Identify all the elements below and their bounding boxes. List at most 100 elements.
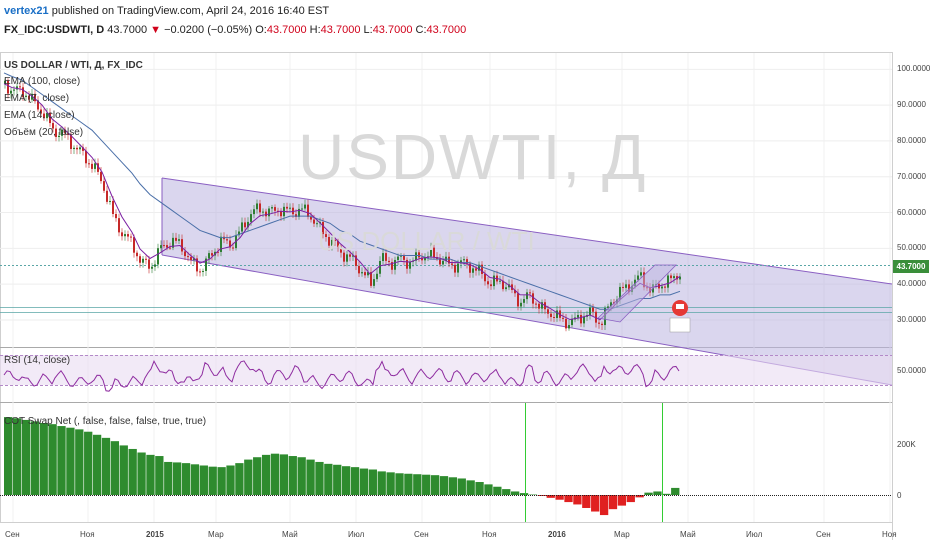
candle-body — [13, 89, 15, 91]
candle-body — [121, 232, 123, 237]
candle-body — [400, 255, 402, 257]
cot-bar — [395, 473, 404, 495]
cot-bar — [653, 491, 662, 495]
cot-bar — [511, 491, 520, 495]
rising-channel[interactable] — [597, 264, 677, 323]
cot-bar — [413, 474, 422, 495]
cot-bar — [350, 467, 360, 495]
candle-body — [565, 318, 567, 329]
candle-body — [415, 252, 417, 261]
author-link[interactable]: vertex21 — [4, 5, 49, 17]
candle-body — [640, 272, 642, 276]
cot-bar — [599, 495, 609, 516]
price-tick-5: 50.0000 — [897, 243, 926, 253]
candle-body — [379, 261, 381, 274]
cot-bar — [137, 452, 146, 495]
cot-bar — [546, 495, 555, 498]
candle-body — [346, 254, 348, 262]
candle-body — [472, 268, 474, 273]
legend-title[interactable]: US DOLLAR / WTI, Д, FX_IDC — [4, 60, 143, 71]
candle-body — [208, 253, 210, 259]
ema-7-line[interactable] — [3, 83, 681, 321]
candle-body — [115, 213, 117, 219]
cot-bar — [386, 472, 395, 495]
candle-body — [541, 302, 543, 309]
candle-body — [538, 303, 540, 309]
cot-bar — [261, 454, 271, 495]
candle-body — [211, 253, 213, 256]
candle-body — [19, 86, 21, 88]
candle-body — [487, 281, 489, 285]
candle-body — [184, 251, 186, 257]
candle-body — [58, 135, 60, 138]
descending-channel[interactable] — [162, 178, 892, 385]
low-value: 43.7000 — [372, 24, 413, 36]
rsi-line[interactable] — [3, 359, 680, 392]
legend-ema7[interactable]: EMA (7, close) — [4, 93, 70, 104]
candle-body — [262, 211, 264, 213]
candle-body — [460, 260, 462, 264]
candle-body — [169, 247, 171, 249]
candle-body — [547, 309, 549, 314]
legend-ema100[interactable]: EMA (100, close) — [4, 76, 81, 87]
candle-body — [301, 208, 303, 210]
price-tick-6: 40.0000 — [897, 279, 926, 289]
candle-body — [607, 306, 609, 308]
candle-body — [478, 264, 480, 271]
candle-body — [103, 181, 105, 191]
price-change: −0.0200 (−0.05%) — [164, 24, 253, 36]
cot-bar — [297, 457, 306, 495]
cot-bar — [635, 495, 644, 498]
candle-body — [442, 260, 444, 265]
cot-bar — [359, 468, 369, 495]
candle-body — [529, 292, 531, 294]
cot-bar — [466, 480, 475, 495]
candle-body — [43, 113, 45, 119]
candle-body — [280, 211, 282, 217]
price-tick-1: 90.0000 — [897, 100, 926, 110]
candle-body — [256, 203, 258, 210]
cot-bar — [181, 463, 191, 495]
candle-body — [532, 293, 534, 304]
candle-body — [382, 253, 384, 262]
channel-upper-line[interactable] — [161, 177, 893, 285]
publish-line: vertex21 published on TradingView.com, A… — [4, 5, 329, 17]
legend-volume[interactable]: Объём (20, false) — [4, 127, 84, 138]
watermark-symbol: USDWTI, Д — [298, 121, 648, 193]
candle-body — [166, 245, 168, 248]
candle-body — [337, 240, 339, 247]
candle-body — [520, 302, 522, 307]
cot-bar — [66, 427, 75, 495]
candle-body — [226, 239, 228, 241]
time-tick-6: Сен — [414, 530, 429, 539]
ema-100-line[interactable] — [3, 72, 681, 310]
candle-body — [259, 203, 261, 213]
candle-body — [628, 284, 630, 293]
candle-body — [37, 101, 39, 110]
legend-ema14[interactable]: EMA (14, close) — [4, 110, 75, 121]
legend-cot[interactable]: COT Swap Net (, false, false, false, tru… — [4, 416, 207, 427]
candle-body — [430, 247, 432, 257]
candle-body — [451, 263, 453, 265]
candle-body — [7, 80, 9, 94]
candle-body — [196, 258, 198, 272]
time-tick-13: Ноя — [882, 530, 897, 539]
candle-body — [49, 112, 51, 124]
idea-badge[interactable] — [669, 300, 691, 333]
cot-bar — [146, 454, 155, 495]
candle-body — [265, 211, 267, 217]
candle-body — [622, 286, 624, 288]
legend-rsi[interactable]: RSI (14, close) — [4, 355, 71, 366]
candle-body — [268, 208, 270, 217]
candle-body — [670, 275, 672, 279]
candle-body — [76, 147, 78, 150]
candle-body — [409, 261, 411, 269]
candle-body — [160, 245, 162, 249]
high-label: H: — [309, 24, 321, 36]
candle-body — [229, 240, 231, 248]
cot-bar — [662, 493, 671, 495]
open-value: 43.7000 — [266, 24, 307, 36]
candle-body — [502, 280, 504, 290]
